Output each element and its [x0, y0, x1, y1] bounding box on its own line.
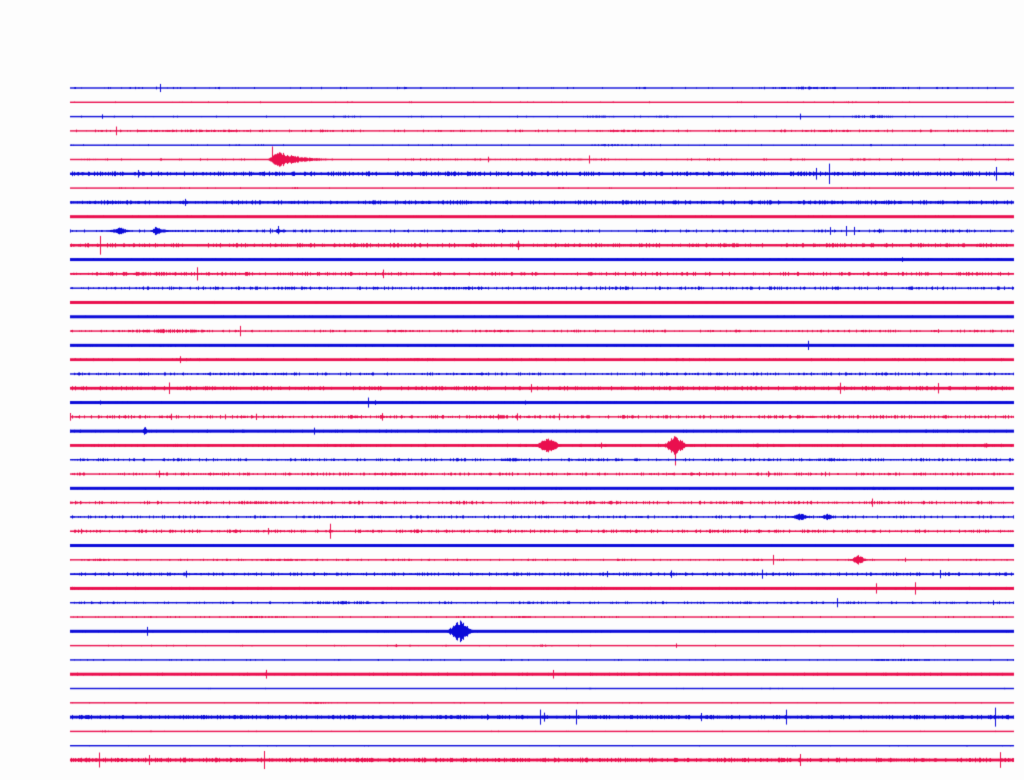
helicorder-canvas — [0, 0, 1024, 780]
